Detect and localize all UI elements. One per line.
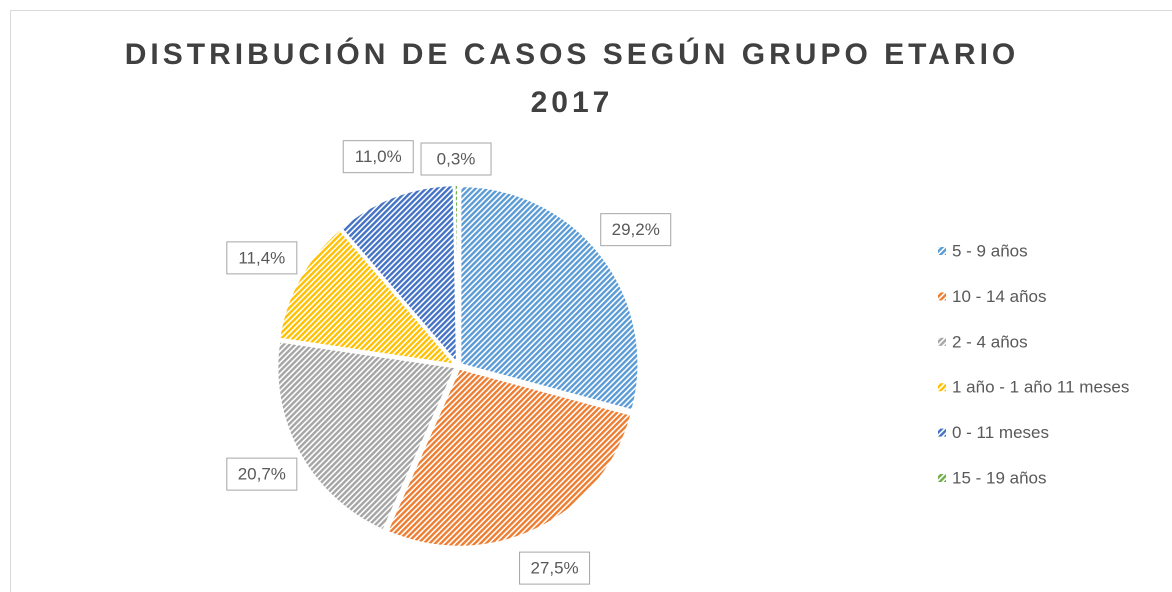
data-label: 11,4% [238, 248, 285, 267]
legend-label: 1 año - 1 año 11 meses [952, 378, 1129, 397]
label-box [342, 140, 414, 174]
pie-slice [276, 340, 457, 532]
data-label: 0,3% [437, 149, 476, 168]
label-box [519, 551, 591, 585]
legend-marker [938, 292, 946, 301]
label-box [420, 142, 492, 176]
pie-slice [385, 367, 633, 548]
legend-label: 10 - 14 años [952, 287, 1047, 306]
legend-marker [938, 428, 946, 437]
pie-slice [453, 183, 459, 364]
pie-slice [459, 185, 640, 412]
legend-marker [938, 383, 946, 392]
legend-label: 15 - 19 años [952, 468, 1047, 487]
legend-marker [938, 247, 946, 255]
label-box [226, 241, 298, 275]
chart-subtitle: 2017 [531, 86, 614, 119]
label-box [600, 213, 672, 247]
data-label: 20,7% [238, 465, 286, 484]
data-label: 29,2% [612, 220, 660, 239]
label-box [226, 457, 298, 491]
legend-marker [938, 337, 946, 346]
pie-slice [339, 184, 458, 366]
pie-slice [278, 228, 458, 366]
legend-marker [938, 474, 946, 482]
legend-label: 0 - 11 meses [952, 423, 1049, 442]
chart-title: DISTRIBUCIÓN DE CASOS SEGÚN GRUPO ETARIO [125, 37, 1020, 71]
data-label: 27,5% [530, 559, 578, 578]
legend-label: 5 - 9 años [952, 241, 1028, 260]
legend-label: 2 - 4 años [952, 332, 1028, 351]
data-label: 11,0% [355, 147, 402, 166]
